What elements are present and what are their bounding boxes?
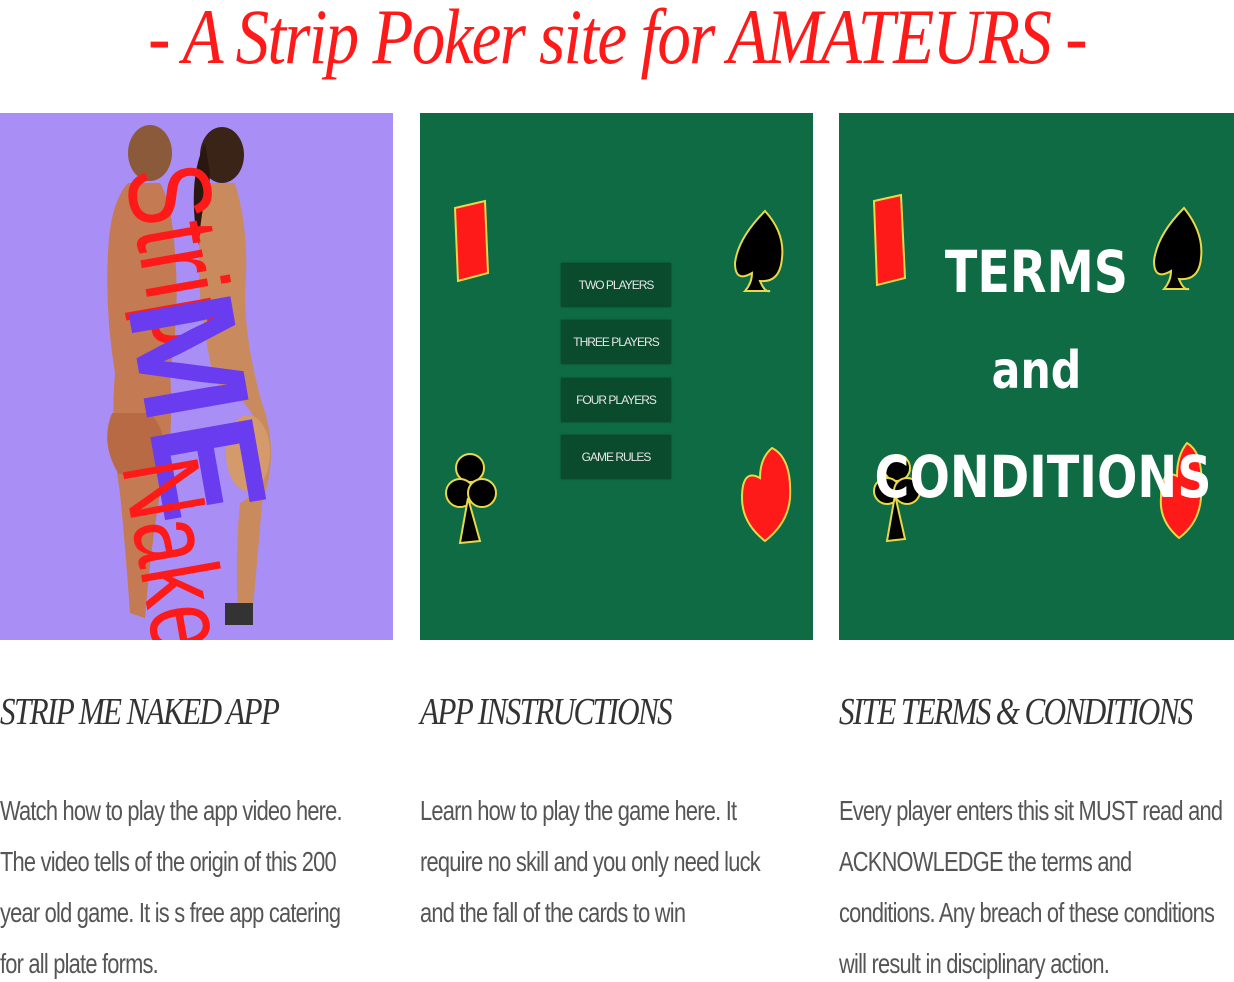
man-figure: [107, 125, 177, 618]
woman-figure: [193, 127, 271, 618]
app-instructions-tile[interactable]: TWO PLAYERS THREE PLAYERS FOUR PLAYERS G…: [420, 113, 813, 640]
strip-me-naked-app-description: Watch how to play the app video here. Th…: [0, 795, 343, 979]
spade-icon: [733, 209, 784, 293]
site-terms-title[interactable]: SITE TERMS & CONDITIONS: [839, 691, 1193, 733]
diamond-icon: [872, 193, 907, 287]
terms-line-1: TERMS: [944, 238, 1129, 306]
app-instructions-title[interactable]: APP INSTRUCTIONS: [420, 691, 673, 733]
terms-conditions-tile[interactable]: TERMS and CONDITIONS: [839, 113, 1234, 640]
menu-two-players-button[interactable]: TWO PLAYERS: [561, 263, 671, 307]
menu-four-players-button[interactable]: FOUR PLAYERS: [561, 378, 671, 422]
app-instructions-description: Learn how to play the game here. It requ…: [420, 795, 761, 928]
suits-layer: [445, 199, 792, 545]
site-headline: - A Strip Poker site for AMATEURS -: [148, 0, 1088, 80]
club-icon: [445, 453, 497, 545]
club-icon: [873, 454, 921, 543]
heart-icon: [740, 446, 792, 543]
menu-game-rules-button[interactable]: GAME RULES: [561, 435, 671, 479]
suits-layer-2: [872, 193, 1203, 543]
strip-me-naked-app-tile[interactable]: Strip ME Naked!: [0, 113, 393, 640]
heart-icon: [1159, 441, 1203, 540]
menu-three-players-button[interactable]: THREE PLAYERS: [561, 320, 671, 364]
strip-me-naked-app-title[interactable]: STRIP ME NAKED APP: [0, 691, 280, 733]
site-terms-description: Every player enters this sit MUST read a…: [839, 795, 1223, 979]
terms-line-3: CONDITIONS: [874, 443, 1212, 511]
diamond-icon: [453, 199, 490, 283]
terms-line-2: and: [991, 341, 1082, 401]
couple-illustration: [107, 125, 271, 625]
spade-icon: [1152, 206, 1203, 291]
